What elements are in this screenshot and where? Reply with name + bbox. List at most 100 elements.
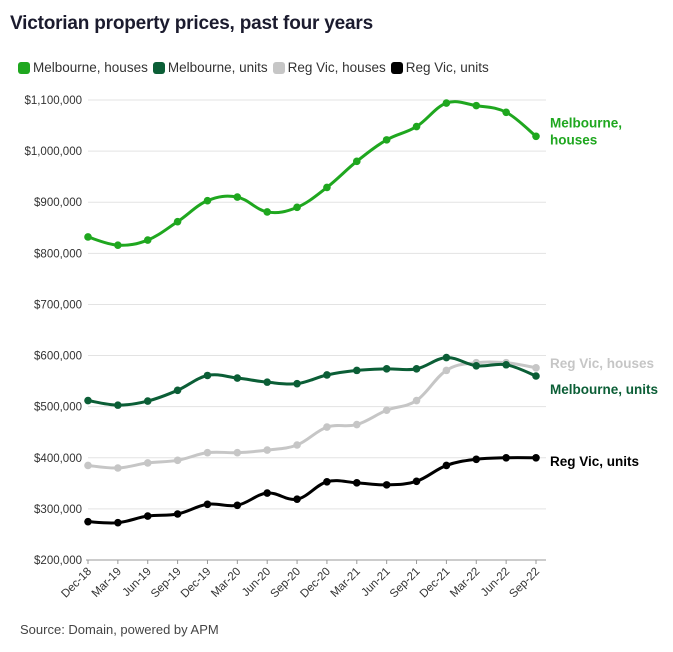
data-point [114,518,122,527]
data-point [323,183,331,192]
data-point [323,371,331,379]
legend-swatch [18,61,30,74]
data-point [114,464,122,472]
x-tick-label: Mar-21 [329,566,363,600]
data-point [412,365,421,373]
legend: Melbourne, houses Melbourne, units Reg V… [18,60,494,75]
y-tick-label: $600,000 [34,351,82,363]
data-point [353,420,361,429]
x-tick-label: Jun-19 [120,566,153,599]
data-point [293,203,301,212]
series-end-label: houses [550,132,597,147]
data-point [263,208,272,216]
legend-swatch [390,61,403,74]
series-end-label: Reg Vic, houses [550,356,654,371]
data-point [143,236,152,244]
data-point [472,361,481,370]
y-tick-label: $500,000 [34,402,82,414]
legend-swatch [272,61,285,74]
legend-label: Reg Vic, houses [287,60,386,75]
series-line [87,356,537,407]
data-point [114,401,122,409]
y-tick-label: $700,000 [34,299,82,311]
data-point [442,366,451,375]
data-point [293,441,301,449]
data-point [412,122,421,131]
y-tick-label: $400,000 [34,453,82,465]
legend-item-melbourne-units[interactable]: Melbourne, units [152,60,268,75]
data-point [502,360,510,369]
legend-label: Melbourne, houses [33,60,148,75]
data-point [203,448,212,457]
x-tick-label: Mar-20 [209,566,243,600]
legend-item-melbourne-houses[interactable]: Melbourne, houses [18,60,148,75]
data-point [472,101,481,110]
data-point [353,366,361,375]
data-point [173,456,182,465]
data-point [293,495,301,503]
y-tick-label: $1,100,000 [24,95,82,107]
data-point [203,371,212,380]
data-point [84,461,92,470]
y-tick-label: $800,000 [34,248,82,260]
x-tick-label: Jun-22 [479,566,512,599]
source-note: Source: Domain, powered by APM [20,622,219,637]
x-tick-label: Sep-21 [388,566,423,601]
legend-item-regvic-units[interactable]: Reg Vic, units [390,60,489,75]
y-tick-label: $1,000,000 [24,146,82,158]
data-point [143,397,152,405]
data-point [263,446,272,454]
legend-item-regvic-houses[interactable]: Reg Vic, houses [272,60,386,75]
series-end-label: Reg Vic, units [550,454,639,469]
data-point [233,193,242,201]
data-point [233,374,242,382]
legend-label: Melbourne, units [167,60,268,75]
data-point [353,157,361,166]
data-point [412,477,421,486]
y-tick-label: $200,000 [34,555,82,567]
x-tick-label: Dec-18 [59,566,94,601]
data-point [173,510,182,518]
data-point [233,448,242,457]
data-point [502,453,510,462]
data-point [532,132,540,141]
data-point [173,217,182,226]
data-point [442,353,451,362]
data-point [472,455,481,464]
data-point [173,386,182,395]
data-point [382,136,391,144]
x-tick-label: Sep-22 [507,566,542,601]
legend-swatch [152,61,165,74]
data-point [203,196,212,205]
y-tick-label: $900,000 [34,197,82,209]
data-point [532,453,540,462]
data-point [382,365,391,373]
data-point [323,478,331,486]
data-point [502,108,510,117]
x-tick-label: Mar-22 [448,566,482,600]
x-tick-label: Mar-19 [90,566,124,600]
data-point [382,481,391,489]
data-point [382,406,391,415]
data-point [353,479,361,487]
data-point [143,512,152,520]
data-point [442,99,451,107]
line-chart: $200,000 $300,000 $400,000 $500,000 $600,000… [24,95,658,601]
x-tick-label: Dec-20 [298,566,333,601]
x-tick-label: Sep-20 [268,566,303,601]
data-point [412,396,421,405]
data-point [114,241,122,249]
data-point [532,364,540,372]
data-point [293,379,301,388]
x-tick-label: Dec-21 [418,566,453,601]
data-point [84,233,92,241]
data-point [143,459,152,467]
x-tick-label: Jun-20 [240,566,273,599]
x-tick-label: Dec-19 [179,566,214,601]
data-point [442,461,451,470]
data-point [84,517,92,526]
data-point [323,423,331,431]
legend-label: Reg Vic, units [405,60,489,75]
chart-title: Victorian property prices, past four yea… [10,13,373,34]
data-point [263,489,272,497]
